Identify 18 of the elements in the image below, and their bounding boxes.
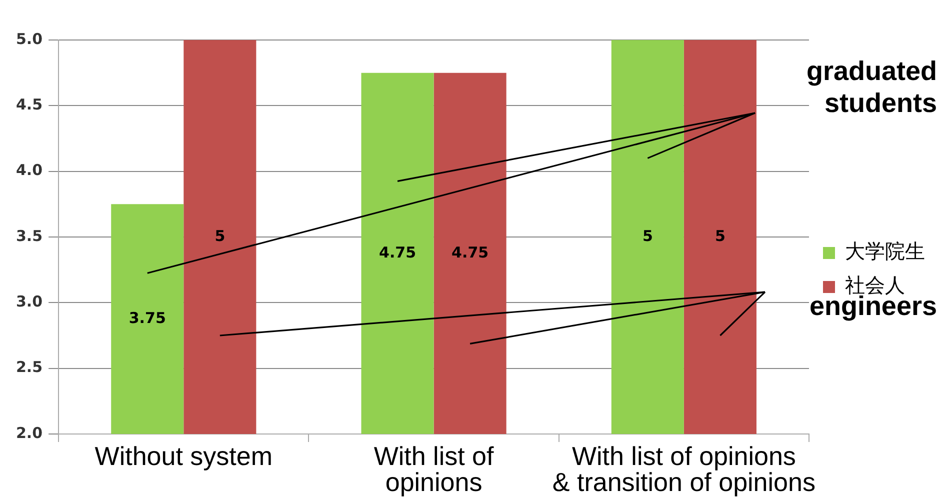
- x-tick-label: With list of opinions & transition of opinions: [552, 441, 816, 498]
- annotation: graduated students: [806, 55, 937, 120]
- data-label: 5: [642, 226, 653, 245]
- y-tick-label: 2.5: [16, 358, 43, 376]
- y-tick-label: 3.5: [16, 226, 43, 245]
- data-label: 5: [714, 226, 726, 245]
- y-tick-label: 5.0: [16, 30, 43, 48]
- data-label: 5: [214, 226, 226, 245]
- data-label: 4.75: [379, 243, 416, 262]
- legend-label: 大学院生: [845, 239, 925, 264]
- y-tick-label: 3.0: [16, 292, 43, 311]
- data-label: 3.75: [128, 308, 166, 327]
- data-label: 4.75: [452, 243, 489, 262]
- y-tick-label: 4.5: [16, 96, 43, 114]
- x-tick-label: Without system: [94, 441, 273, 472]
- y-tick-label: 4.0: [16, 161, 43, 180]
- x-tick-label: With list of opinions: [374, 441, 495, 498]
- y-tick-label: 2.0: [16, 424, 43, 442]
